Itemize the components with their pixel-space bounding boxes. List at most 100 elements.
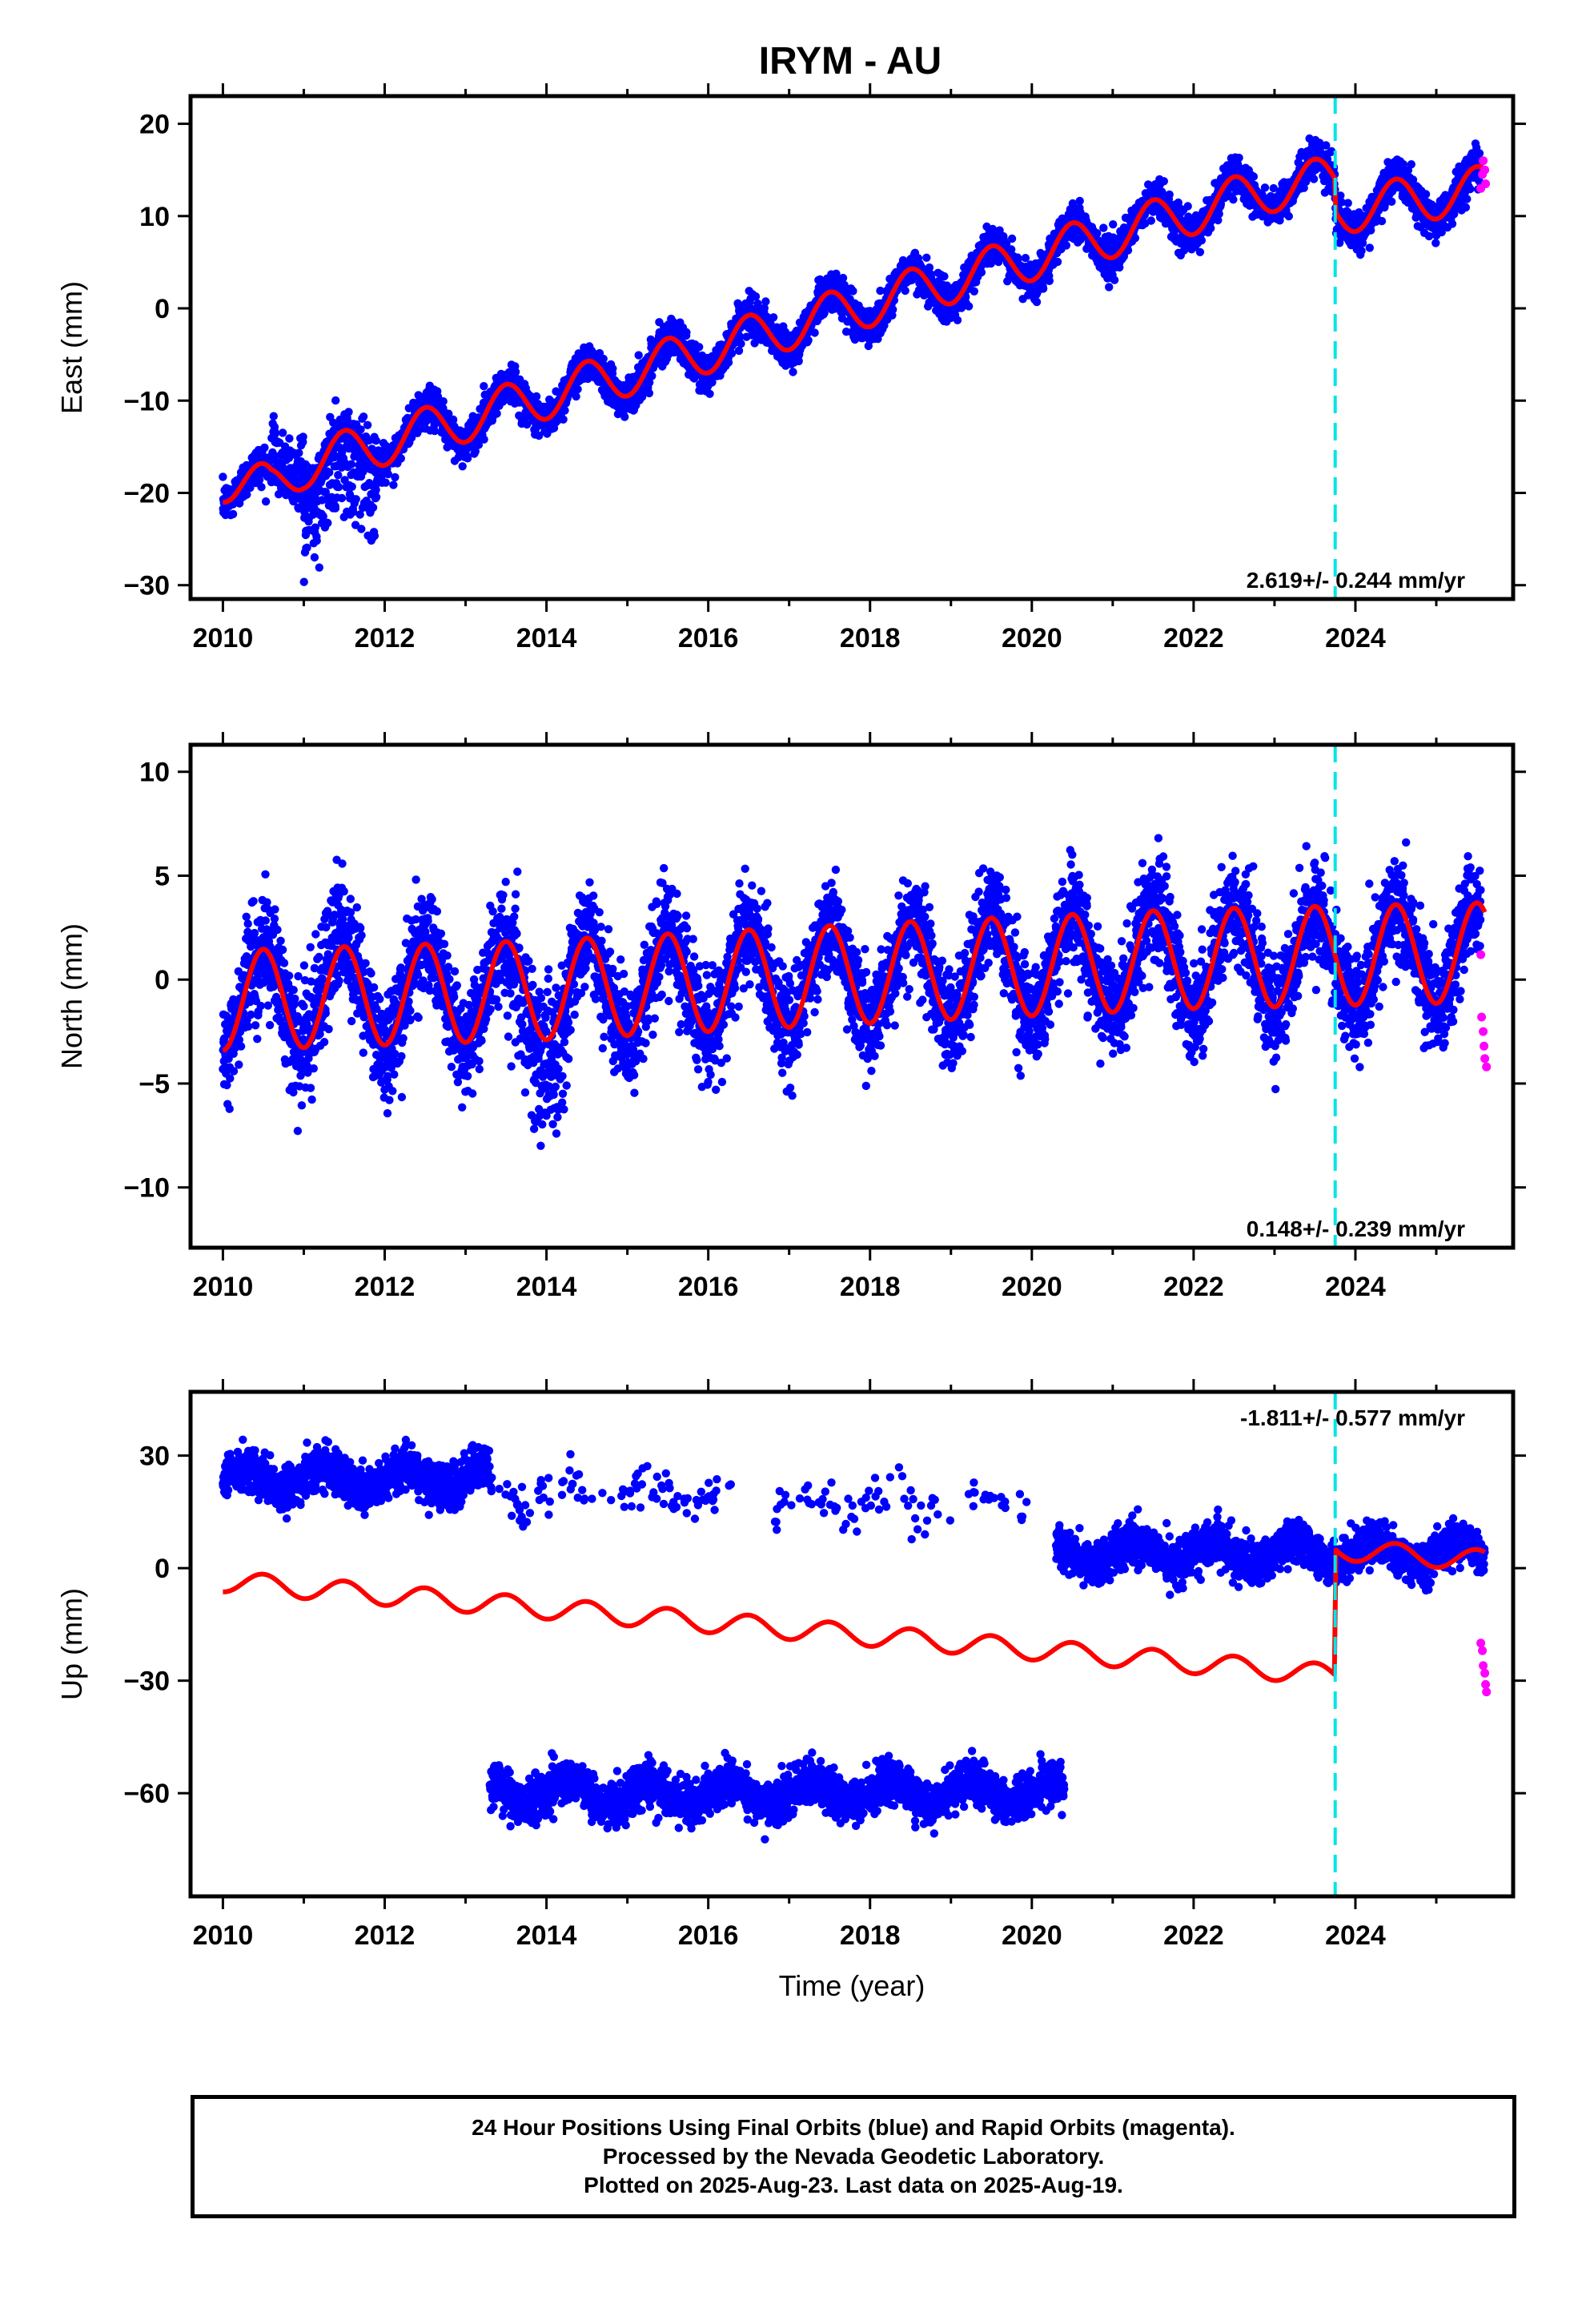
data-point: [407, 433, 416, 442]
data-point: [751, 292, 761, 301]
data-point: [634, 351, 643, 360]
data-point: [325, 468, 334, 477]
data-point: [761, 297, 770, 306]
data-point: [953, 316, 962, 324]
data-point: [344, 408, 353, 416]
data-point: [1099, 223, 1108, 232]
data-point: [334, 471, 343, 480]
data-point: [1159, 177, 1169, 186]
data-point: [359, 412, 368, 421]
data-point: [838, 273, 848, 283]
data-point: [323, 518, 332, 528]
data-point: [1053, 257, 1062, 267]
data-point: [285, 434, 294, 443]
data-point: [648, 372, 656, 380]
plot-area: [219, 96, 1491, 599]
data-point: [463, 454, 472, 463]
data-point: [370, 531, 379, 541]
data-point: [444, 409, 453, 418]
data-point: [804, 336, 813, 345]
data-point: [1229, 195, 1238, 204]
data-point: [1197, 236, 1207, 245]
data-point: [1284, 211, 1294, 221]
data-point: [560, 406, 569, 415]
data-point: [1249, 172, 1259, 181]
data-point: [480, 382, 488, 391]
data-point: [492, 409, 501, 418]
data-point: [1062, 241, 1071, 250]
data-point: [964, 302, 974, 311]
final-orbit-points: [219, 134, 1485, 586]
data-point: [299, 432, 307, 441]
data-point: [532, 392, 541, 401]
data-point: [1195, 247, 1205, 256]
data-point: [511, 368, 520, 376]
data-point: [1183, 202, 1192, 211]
data-point: [474, 440, 484, 449]
data-point: [363, 420, 372, 429]
data-point: [391, 472, 400, 482]
data-point: [260, 443, 269, 452]
data-point: [1093, 229, 1102, 238]
data-point: [357, 525, 366, 533]
data-point: [278, 428, 287, 437]
data-point: [368, 503, 378, 512]
data-point: [724, 358, 733, 367]
data-point: [396, 454, 405, 463]
data-point: [573, 384, 582, 394]
data-point: [321, 488, 330, 497]
data-point: [727, 349, 737, 358]
data-point: [1105, 283, 1114, 292]
data-point: [271, 429, 279, 439]
data-point: [970, 287, 979, 296]
data-point: [246, 483, 255, 493]
data-point: [433, 392, 443, 401]
data-point: [371, 436, 380, 445]
data-point: [471, 447, 480, 456]
data-point: [439, 397, 448, 406]
data-point: [737, 340, 745, 348]
data-point: [334, 482, 343, 492]
data-point: [769, 313, 778, 322]
data-point: [695, 343, 704, 352]
data-point: [389, 480, 398, 489]
data-point: [922, 253, 931, 262]
data-point: [1165, 190, 1174, 199]
data-point: [1109, 220, 1118, 229]
data-point: [620, 412, 629, 421]
data-point: [311, 523, 319, 532]
data-point: [572, 392, 580, 401]
data-point: [371, 485, 380, 494]
data-point: [351, 495, 360, 504]
data-point: [337, 493, 347, 503]
data-point: [1235, 153, 1243, 163]
data-point: [356, 425, 365, 434]
data-point: [315, 563, 323, 572]
data-point: [1110, 275, 1119, 284]
data-point: [849, 287, 857, 296]
data-point: [219, 472, 227, 481]
data-point: [340, 476, 349, 485]
data-point: [312, 537, 321, 545]
east-data-marks: [219, 96, 1491, 599]
data-point: [261, 497, 271, 506]
data-point: [789, 368, 797, 376]
data-point: [810, 328, 819, 337]
data-point: [243, 490, 251, 499]
data-point: [448, 415, 458, 424]
data-point: [1207, 223, 1215, 233]
data-point: [303, 543, 311, 553]
data-point: [383, 469, 392, 479]
data-point: [1075, 196, 1084, 206]
data-point: [371, 493, 381, 501]
data-point: [559, 415, 568, 424]
chart-title: IRYM - AU: [759, 40, 942, 82]
data-point: [1038, 284, 1048, 293]
data-point: [331, 396, 340, 405]
east-panel: 2010 2012 2014 2016 2018 2020 2022 2024−30−20−1…: [55, 83, 1526, 653]
data-point: [940, 271, 949, 281]
data-point: [1032, 297, 1042, 307]
data-point: [458, 462, 467, 471]
data-point: [608, 364, 617, 373]
data-point: [430, 426, 440, 436]
